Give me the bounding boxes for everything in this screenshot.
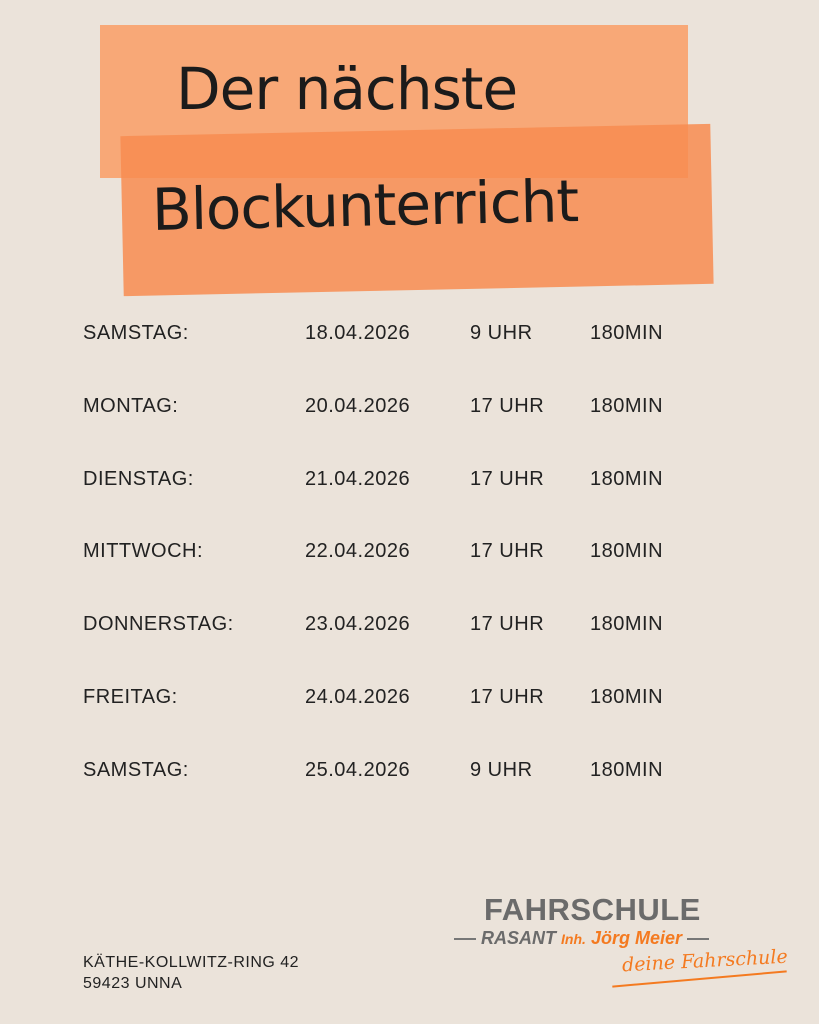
schedule-time: 9 UHR: [470, 322, 533, 344]
schedule-date: 21.04.2026: [305, 467, 411, 490]
address-line: KÄTHE-KOLLWITZ-RING 42: [83, 954, 300, 971]
schedule-date: 18.04.2026: [305, 322, 411, 344]
schedule-duration: 180MIN: [590, 394, 664, 417]
logo-brand: RASANT: [481, 928, 557, 948]
address-line: 59423 UNNA: [83, 975, 183, 992]
schedule-day: SAMSTAG:: [83, 758, 189, 781]
schedule-date: 22.04.2026: [305, 540, 411, 563]
title-line-2: Blockunterricht: [151, 167, 579, 244]
schedule-day: MITTWOCH:: [83, 540, 204, 563]
schedule-day: MONTAG:: [83, 394, 179, 417]
schedule-duration: 180MIN: [590, 540, 664, 563]
logo-owner: Jörg Meier: [590, 928, 682, 948]
schedule-date: 25.04.2026: [305, 758, 411, 781]
logo-brand-line: RASANT Inh. Jörg Meier: [454, 928, 709, 949]
schedule-time: 17 UHR: [470, 613, 545, 636]
schedule-time: 17 UHR: [470, 467, 545, 490]
logo-rule: [686, 938, 709, 941]
schedule-date: 23.04.2026: [305, 613, 411, 636]
schedule-duration: 180MIN: [590, 686, 664, 708]
schedule-day: DIENSTAG:: [83, 467, 194, 490]
schedule-time: 17 UHR: [470, 394, 545, 417]
schedule-duration: 180MIN: [590, 322, 664, 344]
schedule-day: DONNERSTAG:: [83, 613, 234, 636]
schedule-duration: 180MIN: [590, 758, 664, 781]
schedule-duration: 180MIN: [590, 613, 664, 636]
schedule-duration: 180MIN: [590, 467, 664, 490]
logo-inh: Inh.: [561, 931, 586, 947]
schedule-time: 17 UHR: [470, 686, 545, 708]
schedule-date: 24.04.2026: [305, 686, 411, 708]
schedule-time: 17 UHR: [470, 540, 545, 563]
logo-name: FAHRSCHULE: [484, 892, 701, 927]
logo-rule: [454, 938, 476, 941]
title-line-1: Der nächste: [176, 55, 518, 123]
schedule-day: SAMSTAG:: [83, 322, 189, 344]
schedule-day: FREITAG:: [83, 686, 178, 708]
schedule-date: 20.04.2026: [305, 394, 411, 417]
schedule-time: 9 UHR: [470, 758, 533, 781]
